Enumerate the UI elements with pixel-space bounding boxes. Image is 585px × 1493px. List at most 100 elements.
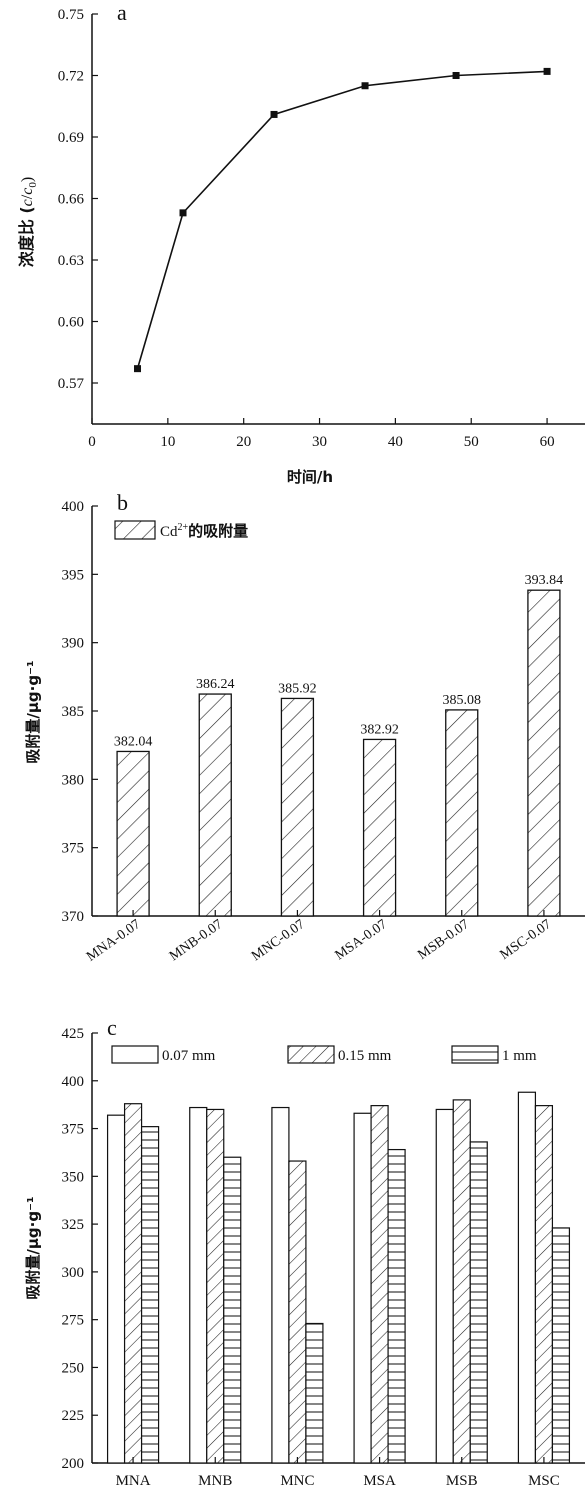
panel-b-data-label: 382.92 — [360, 722, 399, 737]
panel-c: c 0.07 mm 0.15 mm 1 mm 200 225 250 275 300 325 3… — [24, 1015, 585, 1489]
panel-c-x-tick-label: MSA — [363, 1473, 396, 1489]
panel-c-bar — [551, 1227, 571, 1464]
panel-a-y-tick-label: 0.57 — [58, 376, 85, 392]
panel-a: a 0.57 0.60 0.63 0.66 0.69 0.72 0.75 0 10 20 30 40… — [17, 0, 585, 486]
panel-b-x-tick-labels: MNA-0.07 MNB-0.07 MNC-0.07 MSA-0.07 MSB-0.07… — [84, 910, 554, 965]
panel-b-y-tick-label: 375 — [62, 841, 85, 857]
panel-c-bar — [435, 1108, 454, 1464]
panel-a-y-tick-label: 0.75 — [58, 7, 84, 23]
panel-b-legend-text: Cd2+的吸附量 — [160, 522, 248, 540]
panel-b-x-tick-label: MNB-0.07 — [167, 917, 226, 964]
panel-a-y-tick-label: 0.66 — [58, 192, 85, 208]
panel-a-data-point — [179, 209, 187, 217]
panel-b-y-tick-label: 370 — [62, 909, 85, 925]
panel-b-data-label: 393.84 — [525, 573, 564, 588]
panel-c-y-tick-label: 375 — [62, 1122, 85, 1138]
panel-c-y-tick-label: 350 — [62, 1169, 85, 1185]
panel-b-legend-swatch — [114, 520, 156, 540]
panel-c-bar — [271, 1106, 290, 1464]
panel-c-y-tick-label: 225 — [62, 1408, 85, 1424]
panel-a-x-tick-label: 30 — [312, 434, 327, 450]
panel-a-x-tick-label: 0 — [88, 434, 96, 450]
panel-c-bar — [517, 1091, 537, 1464]
panel-a-y-label: 浓度比 (c/c0) — [17, 177, 39, 267]
panel-a-y-tick-label: 0.63 — [58, 253, 84, 269]
panel-b-bar — [198, 693, 232, 917]
panel-c-bar — [123, 1103, 143, 1464]
panel-a-x-tick-label: 50 — [464, 434, 479, 450]
panel-c-y-tick-label: 325 — [62, 1217, 85, 1233]
panel-c-bar — [370, 1105, 389, 1464]
panel-c-x-tick-label: MSC — [528, 1473, 560, 1489]
panel-b-y-ticks: 370 375 380 385 390 395 400 — [62, 499, 98, 925]
panel-c-legend-label: 1 mm — [502, 1048, 537, 1064]
panel-a-data-point — [134, 365, 142, 373]
panel-a-ylabel-main: 浓度比 ( — [17, 206, 36, 267]
panel-b-bars: 382.04 386.24 385.92 382.92 385.08 393.84 — [114, 573, 564, 917]
panel-b-x-tick-label: MSC-0.07 — [497, 917, 554, 963]
panel-b-x-tick-label: MSB-0.07 — [415, 917, 472, 963]
svg-text:浓度比 (c/c0): 浓度比 (c/c0) — [17, 177, 39, 267]
panel-c-bar — [206, 1108, 225, 1464]
panel-b-y-tick-label: 390 — [62, 636, 85, 652]
panel-a-data-point — [543, 67, 551, 75]
panel-b-bar — [280, 697, 315, 917]
panel-b-x-tick-label: MNC-0.07 — [249, 917, 308, 964]
panel-b-y-tick-label: 395 — [62, 567, 85, 583]
panel-c-bar — [140, 1126, 160, 1464]
panel-a-ylabel-c: c — [19, 199, 36, 206]
panel-a-x-tick-label: 60 — [540, 434, 555, 450]
panel-b-y-tick-label: 400 — [62, 499, 85, 515]
panel-a-x-ticks: 0 10 20 30 40 50 60 — [88, 418, 555, 450]
panel-c-bar — [189, 1106, 208, 1464]
panel-c-x-tick-label: MNB — [198, 1473, 232, 1489]
panel-c-bars — [106, 1091, 571, 1464]
panel-a-series-line — [136, 70, 548, 369]
panel-c-y-tick-label: 300 — [62, 1265, 85, 1281]
panel-c-legend: 0.07 mm 0.15 mm 1 mm — [111, 1045, 537, 1064]
panel-b-bar — [445, 709, 479, 917]
panel-c-x-tick-label: MNA — [116, 1473, 151, 1489]
panel-c-x-tick-label: MSB — [446, 1473, 478, 1489]
panel-b-bar — [116, 750, 150, 917]
panel-b-y-tick-label: 380 — [62, 772, 85, 788]
panel-b-label: b — [117, 490, 128, 515]
panel-c-y-tick-label: 200 — [62, 1456, 85, 1472]
panel-b-legend: Cd2+的吸附量 — [114, 520, 248, 540]
panel-a-x-tick-label: 20 — [236, 434, 251, 450]
panel-c-bar — [469, 1141, 488, 1464]
panel-c-y-tick-label: 400 — [62, 1074, 85, 1090]
panel-a-data-point — [452, 72, 460, 79]
panel-b-x-tick-label: MSA-0.07 — [333, 917, 390, 963]
panel-c-legend-swatch — [287, 1045, 335, 1064]
panel-a-label: a — [117, 0, 127, 25]
panel-c-y-tick-label: 250 — [62, 1360, 85, 1376]
panel-b-y-tick-label: 385 — [62, 704, 85, 720]
panel-b-bar — [527, 589, 561, 917]
panel-c-bar — [534, 1105, 554, 1464]
panel-c-label: c — [107, 1015, 117, 1040]
panel-a-data-point — [270, 110, 278, 118]
panel-b-bar — [362, 738, 397, 917]
panel-b-data-label: 385.08 — [443, 693, 482, 708]
panel-b-data-label: 386.24 — [196, 677, 235, 692]
panel-c-x-tick-labels: MNA MNB MNC MSA MSB MSC — [116, 1457, 560, 1489]
panel-b-y-label: 吸附量/μg·g⁻¹ — [24, 660, 42, 763]
panel-b-legend-pre: Cd — [160, 524, 178, 540]
panel-b-legend-post: 的吸附量 — [188, 522, 248, 540]
panel-a-ylabel-sub: 0 — [27, 182, 39, 188]
panel-c-bar — [387, 1148, 406, 1464]
panel-c-legend-label: 0.07 mm — [162, 1048, 216, 1064]
panel-c-y-tick-label: 425 — [62, 1026, 85, 1042]
panel-c-y-ticks: 200 225 250 275 300 325 350 375 400 425 — [62, 1026, 98, 1472]
panel-c-x-tick-label: MNC — [280, 1473, 314, 1489]
panel-a-data-point — [361, 82, 369, 90]
panel-b-x-tick-label: MNA-0.07 — [84, 917, 143, 965]
panel-a-ylabel-slash: / — [19, 194, 36, 199]
panel-c-legend-swatch — [451, 1045, 499, 1064]
panel-c-legend-label: 0.15 mm — [338, 1048, 392, 1064]
panel-a-x-tick-label: 10 — [160, 434, 175, 450]
panel-c-bar — [305, 1322, 324, 1464]
